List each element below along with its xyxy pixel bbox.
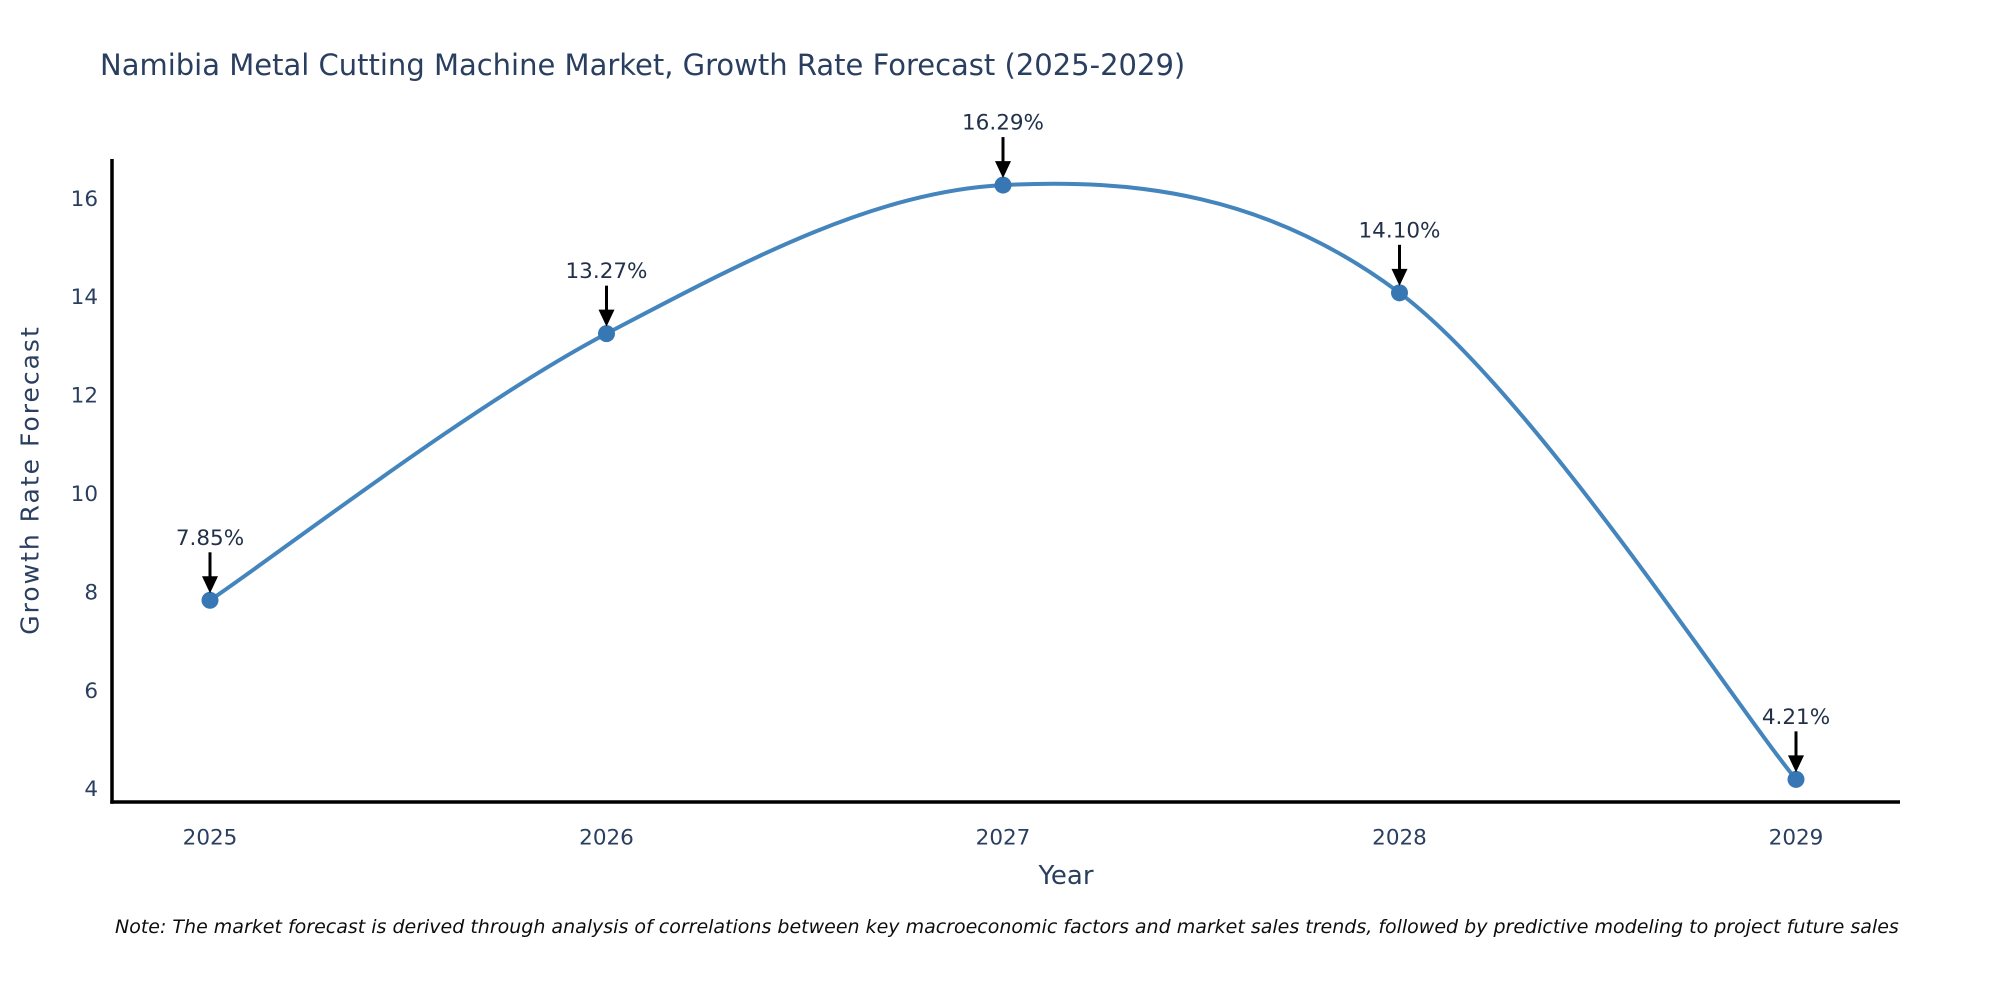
trend-line [208,181,1798,782]
y-axis-title: Growth Rate Forecast [16,325,45,635]
footnote: Note: The market forecast is derived thr… [115,916,1899,938]
annotation-arrow-head [995,161,1011,179]
x-tick-label: 2028 [1372,826,1427,851]
annotation-arrow-head [598,309,615,327]
x-axis-title: Year [1037,861,1093,891]
x-tick-label: 2026 [579,826,634,851]
y-tick-label: 6 [84,679,98,704]
data-point [1787,770,1805,788]
y-tick-label: 12 [71,384,98,409]
y-tick-label: 10 [71,482,98,507]
point-label: 7.85% [176,526,244,551]
annotation-arrow-head [202,576,218,594]
y-tick-label: 4 [84,777,98,802]
x-tick-label: 2027 [976,826,1031,851]
point-label: 4.21% [1762,705,1830,730]
point-label: 16.29% [962,111,1044,136]
y-tick-label: 8 [84,580,98,605]
x-tick-label: 2025 [183,826,238,851]
x-tick-label: 2029 [1769,826,1824,851]
data-point [994,176,1012,194]
data-point [598,325,615,343]
chart-title: Namibia Metal Cutting Machine Market, Gr… [100,48,1186,82]
point-label: 14.10% [1359,218,1441,243]
point-label: 13.27% [566,259,648,284]
annotation-arrow-head [1788,755,1804,773]
data-point [1391,284,1408,302]
y-tick-label: 14 [71,285,98,310]
y-tick-label: 16 [71,187,98,212]
annotation-arrow-head [1391,268,1408,286]
data-point [201,591,219,609]
